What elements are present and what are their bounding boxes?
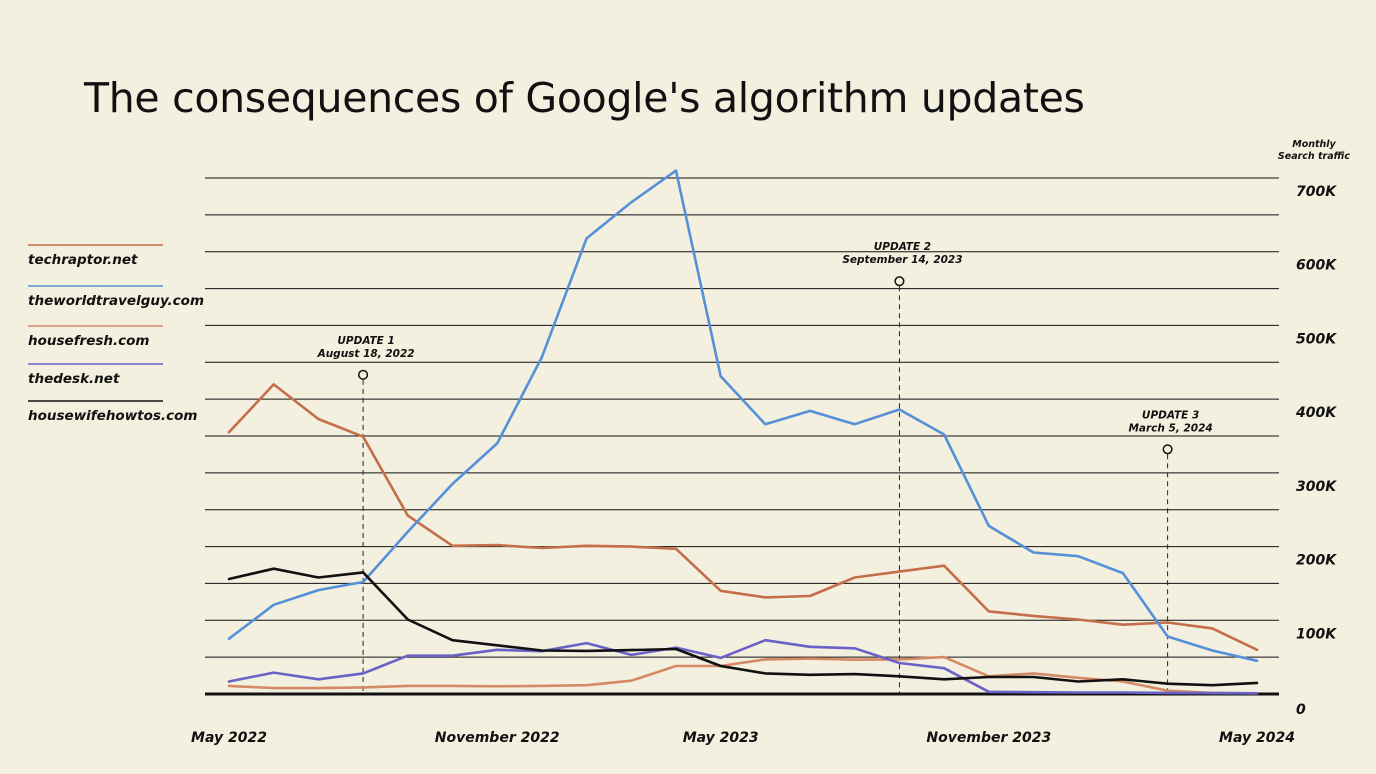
legend-label: housewifehowtos.com bbox=[28, 408, 197, 424]
x-axis-ticks: May 2022 November 2022 May 2023 November 20… bbox=[191, 730, 1295, 746]
update-title: UPDATE 1 bbox=[337, 335, 394, 347]
legend-item: techraptor.net bbox=[28, 244, 163, 268]
update-date: September 14, 2023 bbox=[842, 254, 962, 266]
y-tick-label: 200K bbox=[1296, 553, 1337, 569]
update-marker-dot bbox=[358, 369, 369, 380]
y-tick-label: 700K bbox=[1296, 184, 1337, 200]
legend-item: theworldtravelguy.com bbox=[28, 285, 204, 309]
series-line-housefresh-com bbox=[227, 655, 1259, 695]
series-line-techraptor-net bbox=[227, 383, 1259, 652]
update-date: August 18, 2022 bbox=[317, 348, 415, 360]
x-tick-label: May 2024 bbox=[1219, 730, 1295, 746]
update-marker-dot bbox=[1162, 444, 1173, 455]
x-tick-label: November 2022 bbox=[435, 730, 560, 746]
y-tick-label: 300K bbox=[1296, 479, 1337, 495]
y-tick-label: 100K bbox=[1296, 626, 1337, 642]
legend: techraptor.net theworldtravelguy.com house… bbox=[28, 244, 204, 424]
y-tick-label: 500K bbox=[1296, 331, 1337, 347]
legend-label: housefresh.com bbox=[28, 333, 150, 349]
x-tick-label: May 2022 bbox=[191, 730, 267, 746]
legend-label: theworldtravelguy.com bbox=[28, 293, 204, 309]
update-marker-dot bbox=[894, 276, 905, 287]
legend-item: housefresh.com bbox=[28, 325, 163, 349]
y-axis-label-line-2: Search traffic bbox=[1278, 151, 1351, 162]
x-tick-label: November 2023 bbox=[926, 730, 1051, 746]
legend-item: thedesk.net bbox=[28, 363, 163, 387]
update-title: UPDATE 2 bbox=[874, 241, 931, 253]
legend-label: thedesk.net bbox=[28, 371, 120, 387]
series-line-theworldtravelguy-com bbox=[227, 169, 1259, 663]
series-line-thedesk-net bbox=[227, 638, 1259, 695]
gridlines bbox=[205, 177, 1279, 696]
y-tick-label: 0 bbox=[1296, 702, 1306, 718]
series-line-housewifehowtos-com bbox=[227, 567, 1259, 687]
y-axis-label-line-1: Monthly bbox=[1292, 139, 1336, 150]
y-tick-label: 400K bbox=[1295, 405, 1337, 421]
y-tick-label: 600K bbox=[1296, 258, 1337, 274]
chart-title: The consequences of Google's algorithm u… bbox=[84, 74, 1085, 122]
update-title: UPDATE 3 bbox=[1142, 409, 1199, 421]
y-axis-ticks: 0 100K 200K 300K 400K 500K 600K 700K bbox=[1295, 184, 1337, 718]
legend-label: techraptor.net bbox=[28, 252, 138, 268]
x-tick-label: May 2023 bbox=[683, 730, 759, 746]
update-date: March 5, 2024 bbox=[1128, 422, 1212, 434]
series-lines bbox=[227, 169, 1259, 695]
legend-item: housewifehowtos.com bbox=[28, 400, 197, 424]
